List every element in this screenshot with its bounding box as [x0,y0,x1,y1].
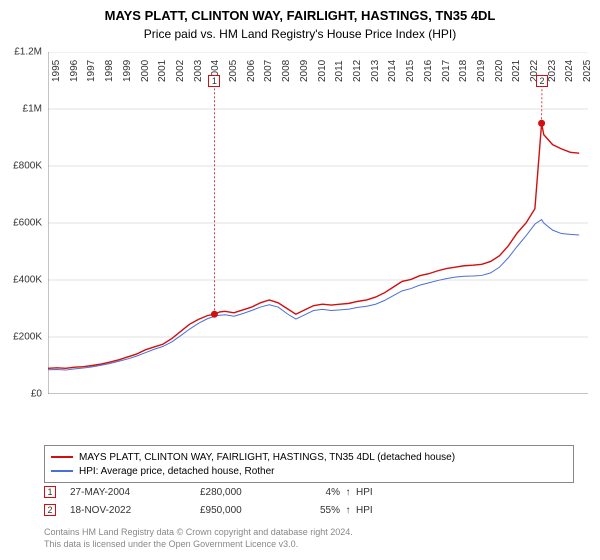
x-tick-label: 2018 [458,60,469,82]
x-tick-label: 2019 [476,60,487,82]
legend-swatch-red [51,456,73,458]
x-tick-label: 2009 [299,60,310,82]
y-tick-label: £0 [31,389,42,400]
x-tick-label: 1996 [69,60,80,82]
series-red [48,123,579,368]
x-tick-label: 2005 [228,60,239,82]
x-tick-label: 2015 [405,60,416,82]
chart-marker-box: 2 [536,75,548,87]
legend-label-red: MAYS PLATT, CLINTON WAY, FAIRLIGHT, HAST… [79,452,455,463]
footer-line1: Contains HM Land Registry data © Crown c… [44,526,353,538]
transaction-row: 1 27-MAY-2004 £280,000 4% ↑ HPI [44,483,396,501]
x-tick-label: 2021 [511,60,522,82]
up-arrow-icon: ↑ [340,505,356,516]
transaction-date: 27-MAY-2004 [70,487,200,498]
x-tick-label: 2002 [175,60,186,82]
transaction-price: £950,000 [200,505,300,516]
chart-title: MAYS PLATT, CLINTON WAY, FAIRLIGHT, HAST… [0,0,600,23]
transaction-pct: 4% [300,487,340,498]
x-tick-label: 1998 [104,60,115,82]
y-tick-label: £800K [13,161,42,172]
x-tick-label: 1995 [51,60,62,82]
x-tick-label: 2010 [317,60,328,82]
series-blue [48,220,579,370]
x-tick-label: 1999 [122,60,133,82]
legend-row-red: MAYS PLATT, CLINTON WAY, FAIRLIGHT, HAST… [51,450,567,464]
y-tick-label: £200K [13,332,42,343]
y-tick-label: £400K [13,275,42,286]
footer: Contains HM Land Registry data © Crown c… [44,526,353,550]
x-tick-label: 2017 [441,60,452,82]
x-tick-label: 2000 [140,60,151,82]
transaction-marker-icon: 2 [44,504,56,516]
chart-marker-box: 1 [208,75,220,87]
x-tick-label: 2025 [582,60,593,82]
x-tick-label: 2023 [547,60,558,82]
chart-container: MAYS PLATT, CLINTON WAY, FAIRLIGHT, HAST… [0,0,600,560]
x-tick-label: 2013 [370,60,381,82]
transaction-hpi-label: HPI [356,505,396,516]
footer-line2: This data is licensed under the Open Gov… [44,538,353,550]
x-tick-label: 2016 [423,60,434,82]
legend-box: MAYS PLATT, CLINTON WAY, FAIRLIGHT, HAST… [44,445,574,483]
x-tick-label: 2014 [387,60,398,82]
y-tick-label: £1.2M [14,47,42,58]
x-tick-label: 2001 [157,60,168,82]
transaction-hpi-label: HPI [356,487,396,498]
transactions-table: 1 27-MAY-2004 £280,000 4% ↑ HPI 2 18-NOV… [44,483,396,519]
x-tick-label: 2006 [246,60,257,82]
x-tick-label: 2024 [564,60,575,82]
y-tick-label: £1M [23,104,42,115]
x-tick-label: 1997 [86,60,97,82]
up-arrow-icon: ↑ [340,487,356,498]
transaction-row: 2 18-NOV-2022 £950,000 55% ↑ HPI [44,501,396,519]
x-tick-label: 2011 [334,60,345,82]
transaction-marker-icon: 1 [44,486,56,498]
x-tick-label: 2012 [352,60,363,82]
y-tick-label: £600K [13,218,42,229]
transaction-date: 18-NOV-2022 [70,505,200,516]
x-tick-label: 2007 [263,60,274,82]
transaction-pct: 55% [300,505,340,516]
chart-area: £0£200K£400K£600K£800K£1M£1.2M 199519961… [48,52,588,412]
legend-label-blue: HPI: Average price, detached house, Roth… [79,466,275,477]
x-tick-label: 2008 [281,60,292,82]
chart-subtitle: Price paid vs. HM Land Registry's House … [0,23,600,41]
legend-row-blue: HPI: Average price, detached house, Roth… [51,464,567,478]
x-tick-label: 2020 [494,60,505,82]
legend-swatch-blue [51,470,73,472]
transaction-price: £280,000 [200,487,300,498]
x-tick-label: 2003 [193,60,204,82]
plot-svg [48,52,588,394]
